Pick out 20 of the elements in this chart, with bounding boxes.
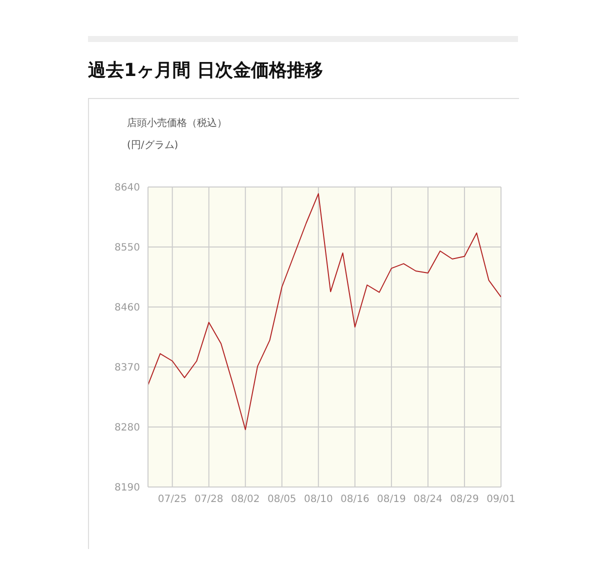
line-series: [148, 193, 501, 430]
y-tick-label: 8550: [114, 242, 140, 254]
x-tick-label: 08/10: [304, 494, 333, 506]
y-tick-label: 8640: [114, 182, 140, 194]
y-tick-label: 8190: [114, 482, 140, 494]
x-tick-label: 08/19: [377, 494, 406, 506]
x-tick-label: 08/02: [230, 494, 260, 506]
y-tick-label: 8370: [114, 362, 140, 374]
x-tick-label: 08/24: [414, 494, 442, 506]
x-tick-label: 09/01: [486, 494, 516, 506]
y-tick-label: 8280: [114, 422, 140, 434]
chart-subtitle: 店頭小売価格（税込）: [127, 116, 227, 130]
y-tick-label: 8460: [114, 302, 140, 314]
x-tick-label: 07/28: [194, 494, 224, 506]
x-tick-label: 08/05: [267, 494, 296, 506]
x-tick-label: 07/25: [158, 494, 187, 506]
x-tick-label: 08/29: [450, 494, 479, 506]
y-axis-title: (円/グラム): [127, 139, 178, 152]
x-tick-label: 08/16: [340, 494, 370, 506]
chart-title: 過去1ヶ月間 日次金価格推移: [88, 59, 323, 82]
